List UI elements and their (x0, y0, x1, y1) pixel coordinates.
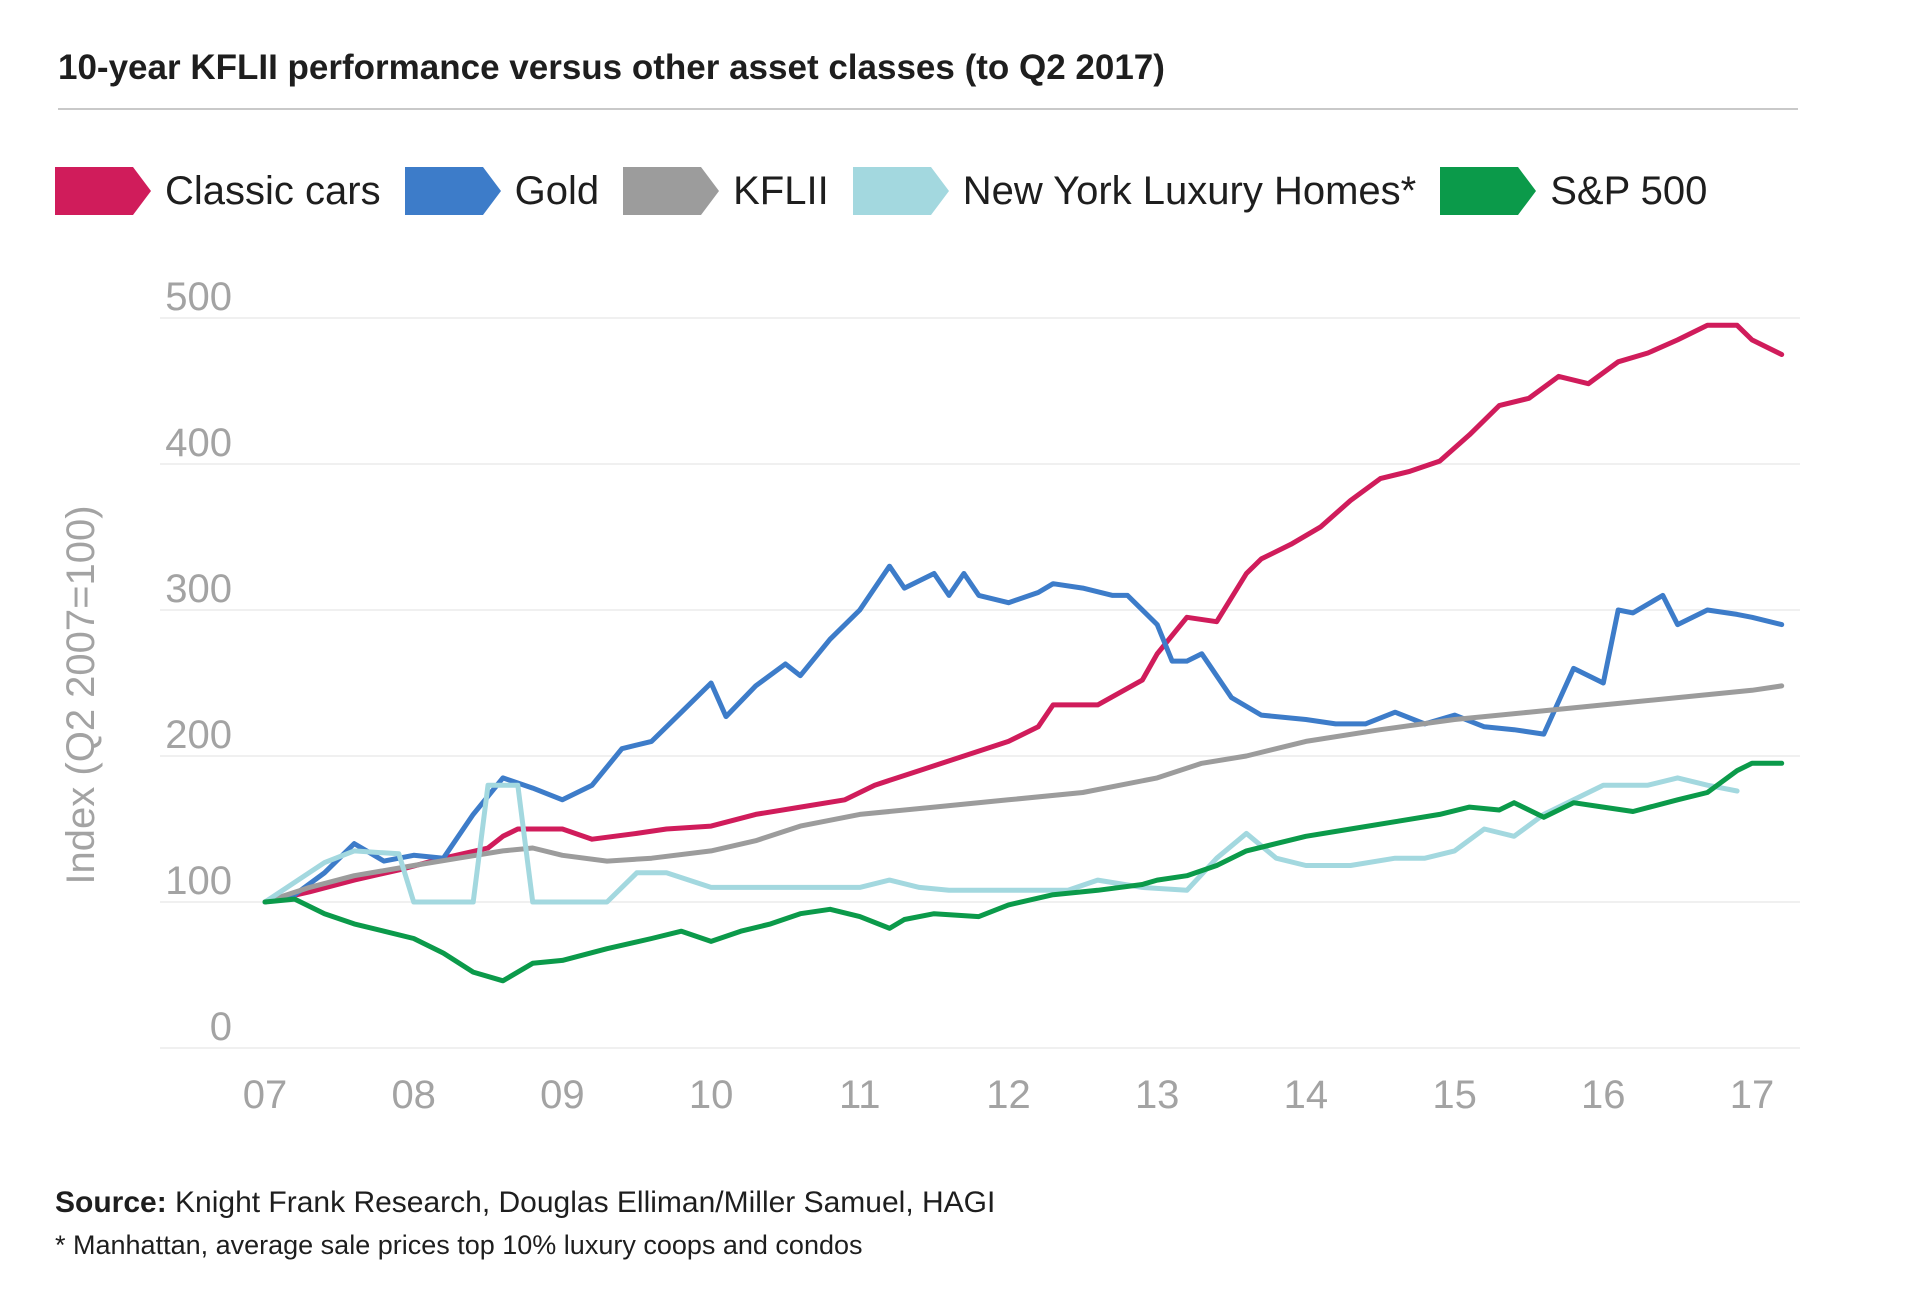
series-line-s-p-500 (262, 760, 1785, 984)
chart-title: 10-year KFLII performance versus other a… (58, 48, 1165, 87)
x-tick-label: 07 (243, 1073, 288, 1117)
x-tick-label: 09 (540, 1073, 585, 1117)
y-tick-label: 0 (210, 1005, 232, 1049)
legend-item-ny-luxury-homes: New York Luxury Homes* (852, 167, 1417, 215)
legend-item-classic-cars: Classic cars (55, 167, 381, 215)
series-line-new-york-luxury-homes (262, 775, 1740, 905)
legend-item-kflii: KFLII (623, 167, 829, 215)
legend-swatch-ny-luxury-homes (852, 167, 949, 215)
legend-item-sp500: S&P 500 (1440, 167, 1707, 215)
series-line-classic-cars (262, 322, 1785, 905)
x-tick-label: 12 (986, 1073, 1031, 1117)
source-text: Knight Frank Research, Douglas Elliman/M… (166, 1186, 996, 1219)
data-series (262, 322, 1785, 984)
footnote: * Manhattan, average sale prices top 10%… (55, 1230, 863, 1260)
gridlines (160, 317, 1800, 1049)
legend-swatch-classic-cars (55, 167, 151, 215)
x-tick-label: 13 (1135, 1073, 1180, 1117)
title-divider (58, 108, 1798, 110)
legend-swatch-sp500 (1440, 167, 1537, 215)
x-tick-label: 15 (1432, 1073, 1477, 1117)
legend-label-sp500: S&P 500 (1550, 168, 1708, 213)
y-tick-label: 200 (165, 713, 232, 757)
y-tick-label: 400 (165, 421, 232, 465)
x-tick-label: 08 (391, 1073, 436, 1117)
legend: Classic cars Gold KFLII New York Luxury … (55, 165, 1731, 217)
x-tick-label: 16 (1581, 1073, 1626, 1117)
y-tick-label: 500 (165, 275, 232, 319)
legend-label-ny-luxury-homes: New York Luxury Homes* (962, 168, 1417, 213)
legend-label-classic-cars: Classic cars (165, 168, 381, 213)
y-tick-label: 100 (165, 859, 232, 903)
y-axis-label: Index (Q2 2007=100) (59, 505, 103, 884)
x-tick-label: 17 (1730, 1073, 1775, 1117)
source-label: Source: (55, 1186, 167, 1219)
y-axis-ticks: 0 100 200 300 400 500 (165, 275, 232, 1049)
legend-label-kflii: KFLII (733, 168, 829, 213)
x-tick-label: 11 (839, 1073, 881, 1117)
legend-item-gold: Gold (404, 167, 600, 215)
source-line: Source: Knight Frank Research, Douglas E… (55, 1186, 995, 1220)
x-axis-ticks: 07 08 09 10 11 12 13 14 15 16 17 (243, 1073, 1775, 1117)
y-tick-label: 300 (165, 567, 232, 611)
x-tick-label: 10 (689, 1073, 734, 1117)
legend-label-gold: Gold (514, 168, 600, 213)
x-tick-label: 14 (1284, 1073, 1329, 1117)
legend-swatch-gold (404, 167, 501, 215)
legend-swatch-kflii (623, 167, 720, 215)
